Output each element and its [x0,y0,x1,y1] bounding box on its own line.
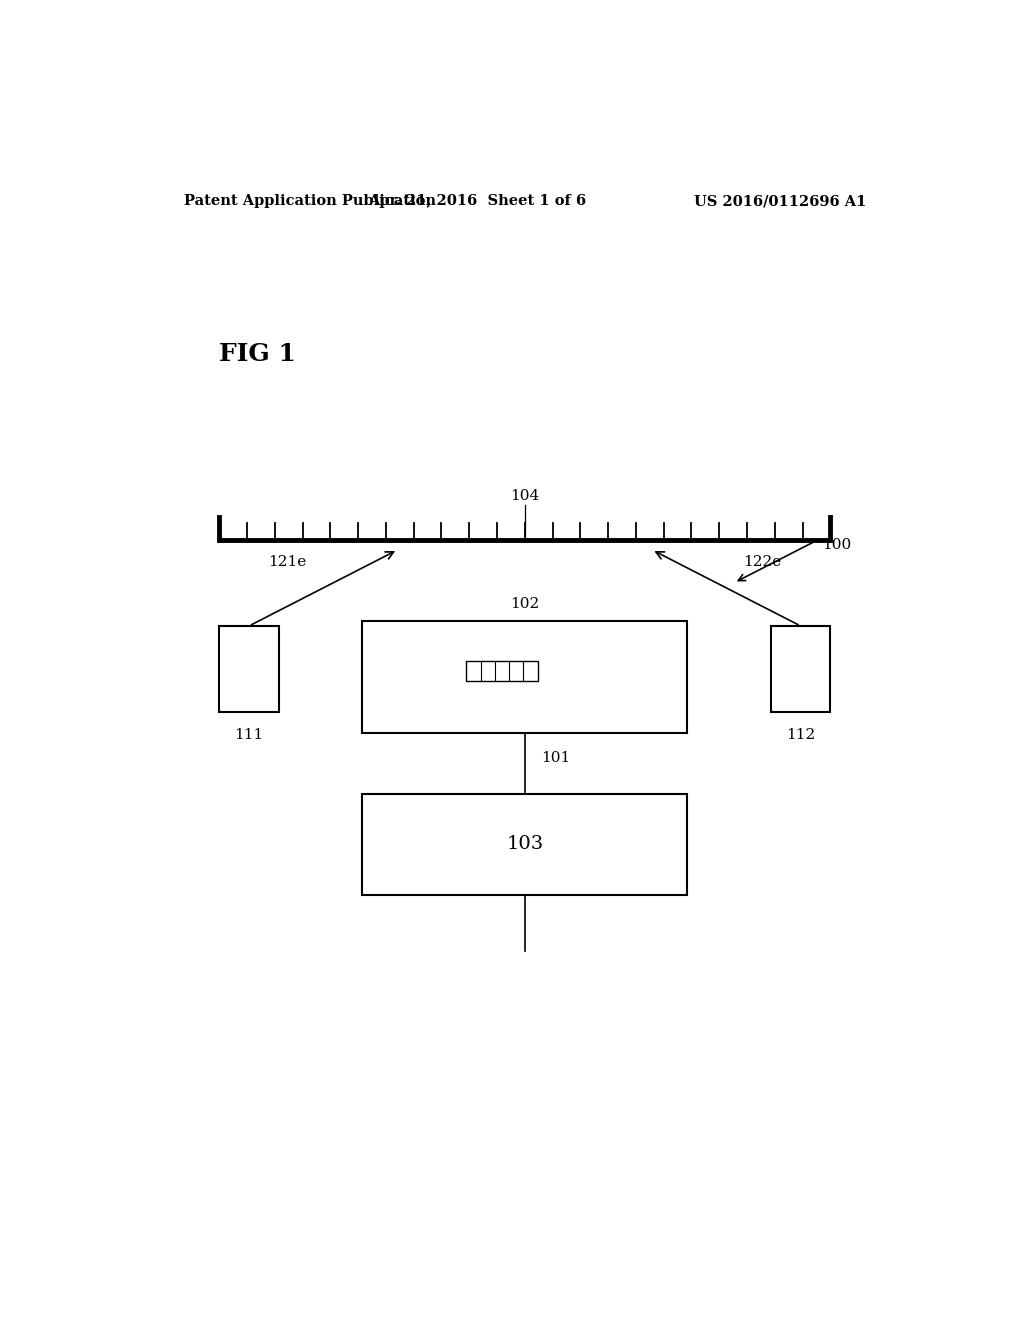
Text: 102: 102 [510,597,540,611]
Text: 111: 111 [234,727,263,742]
Bar [219,626,279,713]
Bar [466,661,538,681]
Bar [771,626,830,713]
Text: Patent Application Publication: Patent Application Publication [183,194,435,209]
Text: FIG 1: FIG 1 [219,342,296,366]
Text: Apr. 21, 2016  Sheet 1 of 6: Apr. 21, 2016 Sheet 1 of 6 [368,194,587,209]
Bar [362,793,687,895]
Text: 122e: 122e [742,556,781,569]
Text: 112: 112 [786,727,815,742]
Bar [362,620,687,733]
Text: 100: 100 [822,537,852,552]
Text: US 2016/0112696 A1: US 2016/0112696 A1 [693,194,866,209]
Text: 121e: 121e [268,556,307,569]
Text: 104: 104 [510,488,540,503]
Text: 101: 101 [541,751,570,766]
Text: 103: 103 [506,836,544,854]
